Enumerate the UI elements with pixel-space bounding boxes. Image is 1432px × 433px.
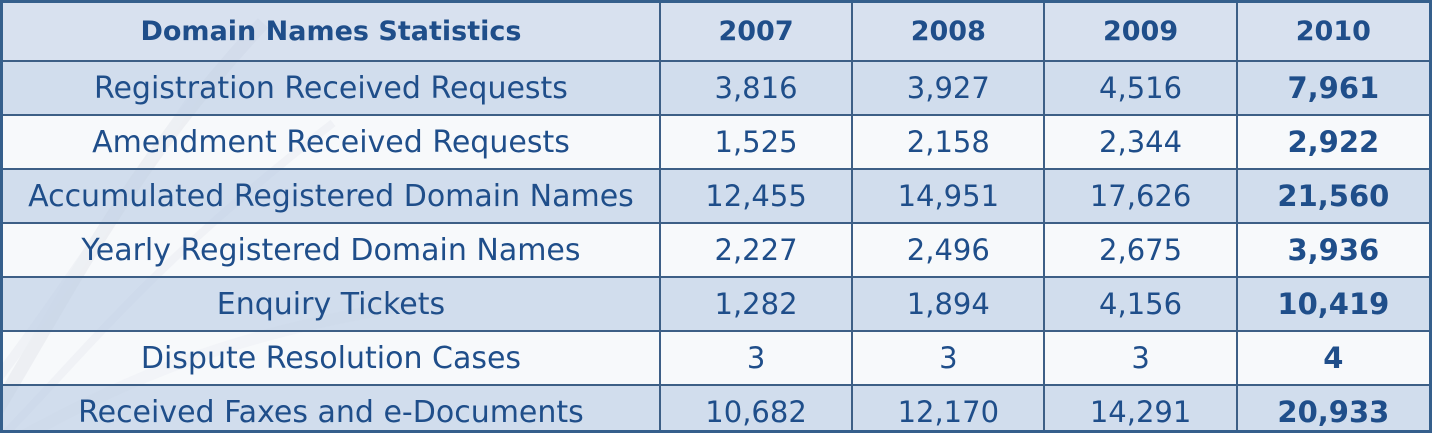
table-row: Amendment Received Requests 1,525 2,158 … (3, 115, 1429, 170)
header-row: Domain Names Statistics 2007 2008 2009 2… (3, 3, 1429, 62)
row-label: Accumulated Registered Domain Names (3, 169, 660, 224)
table-cell-highlight: 21,560 (1235, 169, 1429, 224)
domain-statistics-table: Domain Names Statistics 2007 2008 2009 2… (3, 3, 1429, 430)
table-cell: 3 (851, 331, 1045, 386)
table-cell: 2,227 (658, 223, 853, 278)
row-label: Yearly Registered Domain Names (3, 223, 660, 278)
year-header-2009: 2009 (1043, 3, 1237, 62)
table-cell: 10,682 (658, 385, 853, 430)
table-cell-highlight: 2,922 (1235, 115, 1429, 170)
row-label: Registration Received Requests (3, 61, 660, 116)
table-cell-highlight: 3,936 (1235, 223, 1429, 278)
table-cell: 3,816 (658, 61, 853, 116)
table-cell: 1,894 (851, 277, 1045, 332)
row-label: Dispute Resolution Cases (3, 331, 660, 386)
year-header-2007: 2007 (658, 3, 853, 62)
year-header-2010: 2010 (1235, 3, 1429, 62)
table-cell: 3 (1043, 331, 1237, 386)
table-cell: 2,675 (1043, 223, 1237, 278)
table-cell: 17,626 (1043, 169, 1237, 224)
table-row: Yearly Registered Domain Names 2,227 2,4… (3, 223, 1429, 278)
table-cell: 4,156 (1043, 277, 1237, 332)
table-row: Accumulated Registered Domain Names 12,4… (3, 169, 1429, 224)
table-cell: 2,158 (851, 115, 1045, 170)
table-row: Received Faxes and e-Documents 10,682 12… (3, 385, 1429, 430)
table-cell: 2,496 (851, 223, 1045, 278)
table-row: Registration Received Requests 3,816 3,9… (3, 61, 1429, 116)
table-cell: 4,516 (1043, 61, 1237, 116)
table-cell: 3,927 (851, 61, 1045, 116)
year-header-2008: 2008 (851, 3, 1045, 62)
table-cell: 1,525 (658, 115, 853, 170)
table-title-header: Domain Names Statistics (3, 3, 660, 62)
row-label: Enquiry Tickets (3, 277, 660, 332)
table-row: Dispute Resolution Cases 3 3 3 4 (3, 331, 1429, 386)
table-cell: 12,455 (658, 169, 853, 224)
row-label: Amendment Received Requests (3, 115, 660, 170)
table-cell: 14,291 (1043, 385, 1237, 430)
table-cell-highlight: 7,961 (1235, 61, 1429, 116)
table-cell: 1,282 (658, 277, 853, 332)
table-cell: 14,951 (851, 169, 1045, 224)
table-cell-highlight: 10,419 (1235, 277, 1429, 332)
table-cell-highlight: 4 (1235, 331, 1429, 386)
table-cell: 3 (658, 331, 853, 386)
table-cell-highlight: 20,933 (1235, 385, 1429, 430)
row-label: Received Faxes and e-Documents (3, 385, 660, 430)
table-cell: 12,170 (851, 385, 1045, 430)
table-cell: 2,344 (1043, 115, 1237, 170)
table-row: Enquiry Tickets 1,282 1,894 4,156 10,419 (3, 277, 1429, 332)
